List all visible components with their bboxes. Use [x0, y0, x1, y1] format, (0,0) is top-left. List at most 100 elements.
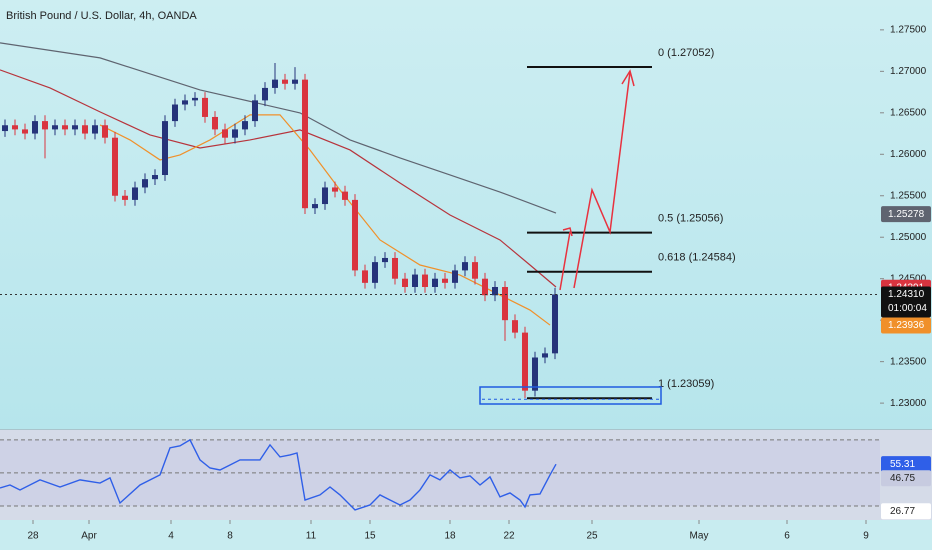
rsi-badge [881, 470, 931, 487]
price-pane [0, 0, 932, 430]
x-tick-label: 28 [27, 531, 39, 542]
last-price-badge [881, 286, 931, 318]
candle-body [352, 199, 358, 271]
candle-body [142, 179, 148, 188]
price-badge [881, 317, 931, 334]
candle-body [212, 116, 218, 130]
y-tick-label: 1.26000 [890, 149, 927, 160]
x-tick-label: 8 [227, 531, 233, 542]
candle-body [242, 121, 248, 130]
arrow [573, 71, 631, 289]
candle-body [72, 125, 78, 130]
candle-body [542, 353, 548, 358]
x-tick-label: 22 [503, 531, 515, 542]
candle-body [12, 125, 18, 130]
arrow-head [621, 69, 635, 87]
rsi-band [0, 439, 880, 506]
rsi-badge-label: 55.31 [890, 459, 915, 470]
candle-body [442, 278, 448, 283]
candle-body [82, 125, 88, 134]
candle-body [292, 79, 298, 84]
candle-body [452, 270, 458, 283]
candle-body [272, 79, 278, 88]
y-tick-label: 1.24500 [890, 273, 927, 284]
candle-body [162, 121, 168, 176]
y-tick-label: 1.26500 [890, 107, 927, 118]
candle-body [432, 278, 438, 287]
candle-body [482, 278, 488, 296]
candle-body [192, 97, 198, 101]
rsi-badge-label: 26.77 [890, 506, 915, 517]
last-price-label: 1.24310 [888, 289, 925, 300]
candle-body [492, 286, 498, 296]
candle-body [172, 104, 178, 122]
candle-body [382, 257, 388, 263]
moving-average [0, 42, 557, 214]
y-tick-label: 1.27500 [890, 25, 927, 36]
candle-body [462, 262, 468, 271]
chart-title: British Pound / U.S. Dollar, 4h, OANDA [6, 10, 197, 22]
y-tick-label: 1.25000 [890, 232, 927, 243]
fib-label: 1 (1.23059) [658, 378, 714, 390]
rsi-badge [881, 503, 931, 520]
candle-body [512, 320, 518, 333]
fib-label: 0.618 (1.24584) [658, 252, 736, 264]
candle-body [42, 121, 48, 130]
x-tick-label: 11 [306, 531, 317, 542]
candle-body [182, 100, 188, 105]
candle-body [262, 87, 268, 101]
candle-body [302, 79, 308, 209]
candle-body [132, 187, 138, 200]
x-tick-label: 18 [444, 531, 456, 542]
candle-body [472, 262, 478, 279]
time-axis [0, 520, 932, 550]
x-tick-label: 25 [586, 531, 598, 542]
candle-body [92, 125, 98, 134]
fib-label: 0.5 (1.25056) [658, 212, 723, 224]
candle-body [2, 125, 8, 132]
candle-body [122, 195, 128, 200]
candle-body [322, 187, 328, 205]
rsi-line [0, 438, 557, 511]
candle-body [332, 187, 338, 192]
candle-body [532, 357, 538, 391]
candle-body [312, 204, 318, 209]
x-tick-label: Apr [81, 531, 97, 542]
candle-body [362, 270, 368, 283]
candle-body [102, 125, 108, 138]
x-tick-label: May [690, 531, 709, 542]
price-badge-label: 1.25278 [888, 209, 925, 220]
candle-body [372, 262, 378, 283]
moving-average [0, 69, 557, 288]
y-tick-label: 1.25500 [890, 190, 927, 201]
candle-body [552, 294, 558, 354]
candle-body [392, 257, 398, 279]
x-tick-label: 4 [168, 531, 174, 542]
price-badge [881, 206, 931, 223]
candle-body [422, 274, 428, 287]
candle-body [222, 129, 228, 138]
candle-body [232, 129, 238, 138]
candle-body [32, 121, 38, 134]
candle-body [152, 175, 158, 180]
y-tick-label: 1.23500 [890, 356, 927, 367]
rsi-badge [881, 456, 931, 473]
candle-body [502, 286, 508, 321]
y-tick-label: 1.23000 [890, 398, 927, 409]
support-box [479, 386, 662, 405]
candle-body [112, 137, 118, 196]
candle-body [402, 278, 408, 287]
candle-body [52, 125, 58, 130]
candle-body [252, 100, 258, 122]
countdown: 01:00:04 [888, 303, 927, 314]
candle-body [342, 191, 348, 200]
candle-body [62, 125, 68, 130]
candle-body [22, 129, 28, 134]
candle-body [412, 274, 418, 287]
candle-body [202, 97, 208, 117]
rsi-badge-label: 46.75 [890, 473, 915, 484]
fib-label: 0 (1.27052) [658, 47, 714, 59]
candle-body [282, 79, 288, 84]
arrow-head [562, 227, 573, 237]
